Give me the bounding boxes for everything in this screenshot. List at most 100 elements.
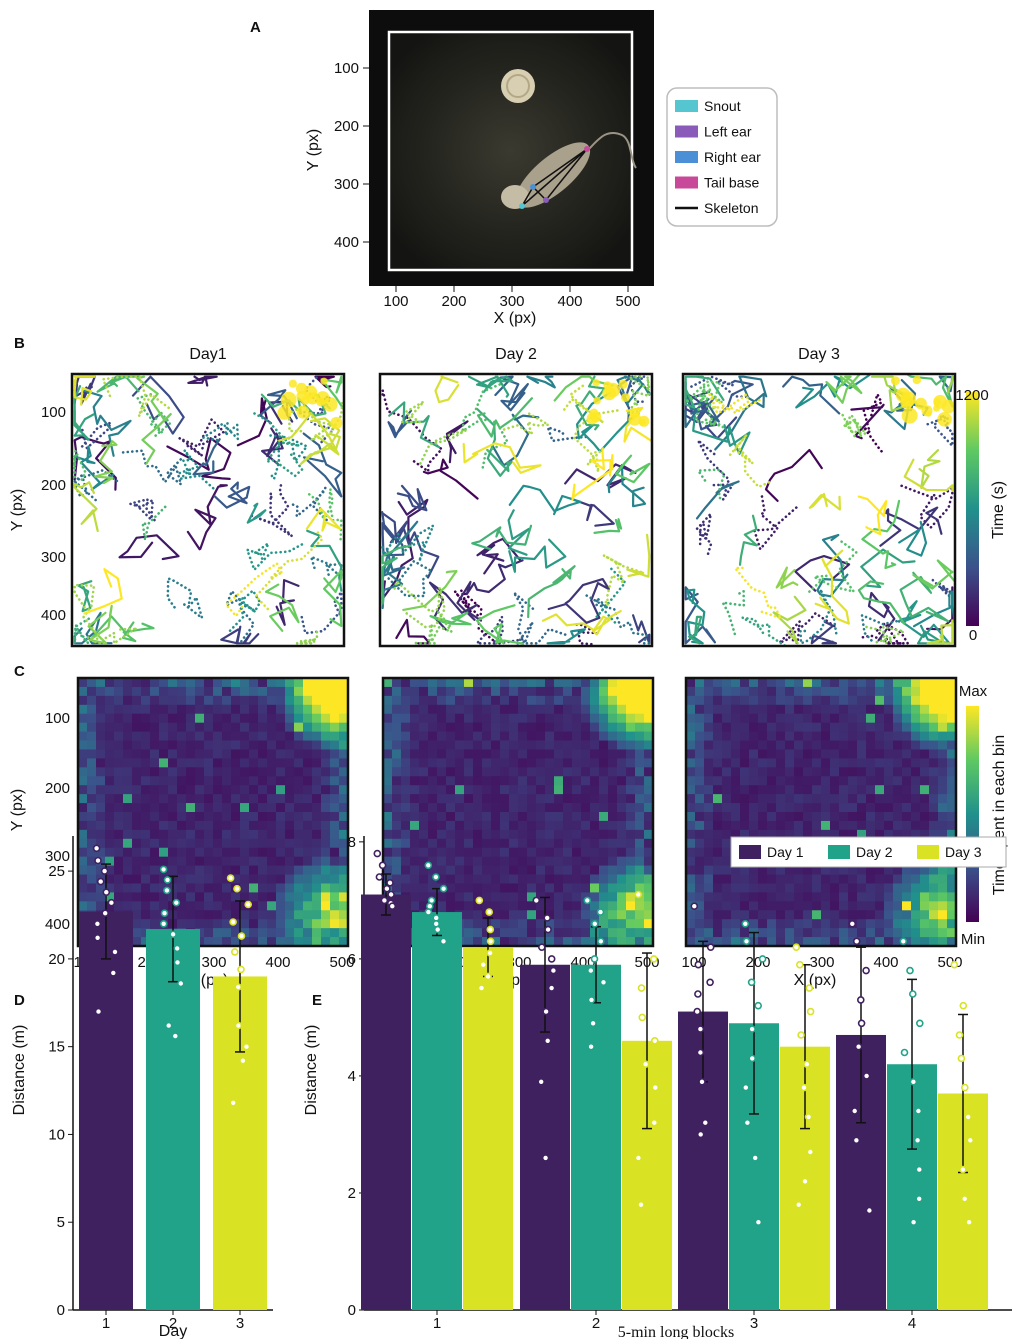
heatmap-cell — [87, 695, 97, 706]
data-point — [743, 1118, 752, 1127]
heatmap-cell — [213, 704, 223, 715]
heatmap-cell — [78, 713, 88, 724]
heatmap-cell — [848, 910, 858, 920]
data-point — [693, 1007, 702, 1016]
a-x-tick-label: 200 — [441, 293, 466, 310]
heatmap-cell — [258, 758, 268, 768]
heatmap-cell — [776, 785, 786, 795]
heatmap-cell — [392, 856, 402, 866]
heatmap-cell — [267, 678, 277, 688]
heatmap-cell — [455, 749, 465, 759]
heatmap-cell — [626, 722, 636, 732]
trajectory-segment — [381, 524, 435, 563]
heatmap-cell — [911, 928, 921, 938]
heatmap-cell — [482, 919, 492, 929]
heatmap-cell — [713, 767, 723, 777]
heatmap-cell — [617, 794, 627, 804]
heatmap-cell — [132, 794, 142, 804]
heatmap-cell — [267, 749, 277, 759]
data-point — [475, 896, 484, 905]
heatmap-cell — [635, 713, 645, 724]
heatmap-cell — [608, 901, 618, 911]
heatmap-cell — [554, 731, 564, 741]
heatmap-cell — [893, 883, 903, 893]
heatmap-cell — [695, 803, 705, 813]
trajectory-frame — [681, 372, 957, 648]
heatmap-cell — [857, 695, 867, 706]
heatmap-cell — [213, 722, 223, 732]
heatmap-cell — [884, 820, 894, 831]
dwell-blob — [277, 405, 292, 420]
heatmap-cell — [141, 829, 151, 840]
heatmap-cell — [644, 785, 654, 795]
trajectory-segment — [275, 579, 300, 626]
heatmap-cell — [731, 767, 741, 777]
heatmap-cell — [500, 767, 510, 777]
heatmap-cell — [500, 937, 510, 947]
data-point — [800, 1083, 808, 1092]
heatmap-cell — [776, 713, 786, 724]
heatmap-cell — [491, 856, 501, 866]
heatmap-cell — [821, 686, 831, 697]
heatmap-cell — [581, 678, 591, 688]
heatmap-cell — [249, 820, 259, 831]
heatmap-cell — [330, 901, 340, 911]
heatmap-cell — [410, 856, 420, 866]
heatmap-cell — [276, 901, 286, 911]
heatmap-cell — [114, 892, 124, 902]
a-y-tick-label: 200 — [334, 118, 359, 135]
heatmap-cell — [902, 919, 912, 929]
heatmap-cell — [536, 695, 546, 706]
heatmap-cell — [785, 731, 795, 741]
heatmap-cell — [731, 794, 741, 804]
heatmap-cell — [294, 740, 304, 750]
heatmap-cell — [626, 892, 636, 902]
heatmap-frame — [684, 676, 958, 948]
heatmap-cell — [626, 794, 636, 804]
heatmap-cell — [213, 749, 223, 759]
heatmap-cell — [749, 749, 759, 759]
heatmap-cell — [572, 695, 582, 706]
heatmap-cell — [920, 749, 930, 759]
trajectory-segment — [305, 487, 343, 541]
heatmap-cell — [545, 883, 555, 893]
heatmap-cell — [330, 722, 340, 732]
heatmap-cell — [114, 794, 124, 804]
trajectory-segment — [903, 458, 954, 492]
heatmap-cell — [276, 910, 286, 920]
heatmap-cell — [554, 695, 564, 706]
heatmap-cell — [446, 803, 456, 813]
heatmap-cell — [383, 740, 393, 750]
heatmap-cell — [749, 785, 759, 795]
heatmap-cell — [473, 874, 483, 884]
heatmap-cell — [213, 731, 223, 741]
heatmap-cell — [884, 731, 894, 741]
heatmap-cell — [491, 812, 501, 822]
heatmap-cell — [893, 874, 903, 884]
heatmap-cell — [473, 838, 483, 849]
heatmap-cell — [294, 820, 304, 831]
heatmap-cell — [758, 776, 768, 786]
heatmap-cell — [500, 731, 510, 741]
heatmap-cell — [722, 704, 732, 715]
heatmap-cell — [794, 910, 804, 920]
heatmap-cell — [330, 883, 340, 893]
heatmap-cell — [401, 865, 411, 875]
heatmap-cell — [695, 910, 705, 920]
heatmap-cell — [713, 838, 723, 849]
trajectory-frame — [70, 372, 346, 648]
heatmap-cell — [240, 829, 250, 840]
heatmap-cell — [527, 838, 537, 849]
heatmap-cell — [902, 892, 912, 902]
heatmap-cell — [204, 928, 214, 938]
heatmap-cell — [491, 758, 501, 768]
heatmap-cell — [722, 678, 732, 688]
heatmap-cell — [599, 829, 609, 840]
heatmap-cell — [437, 767, 447, 777]
trajectory-segment — [585, 594, 651, 645]
trajectory-segment — [775, 566, 799, 590]
heatmap-cell — [401, 847, 411, 858]
data-point — [375, 873, 384, 881]
heatmap-cell — [285, 812, 295, 822]
